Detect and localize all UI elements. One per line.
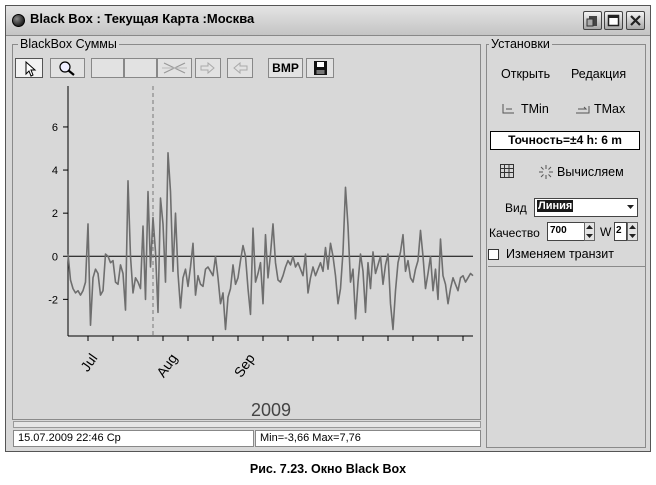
transit-label: Изменяем транзит (506, 247, 614, 261)
figure-caption: Рис. 7.23. Окно Black Box (249, 462, 407, 476)
chart-group-title: BlackBox Суммы (18, 37, 119, 51)
sun-burst-icon (539, 165, 553, 179)
arrow-right-icon (200, 61, 215, 75)
settings-group-title: Установки (489, 37, 552, 51)
quality-stepper[interactable] (584, 222, 595, 241)
x-year-label: 2009 (251, 400, 291, 420)
close-button[interactable] (626, 11, 645, 30)
x-month-label: Aug (153, 351, 180, 381)
quality-label: Качество (489, 226, 540, 240)
status-datetime: 15.07.2009 22:46 Ср (13, 430, 254, 447)
quality-input[interactable]: 700 (547, 222, 585, 241)
chart-group (12, 44, 481, 420)
w-stepper[interactable] (627, 222, 638, 241)
y-tick-label: 2 (52, 208, 58, 220)
series-line (67, 152, 474, 331)
app-icon (12, 14, 25, 27)
x-month-label: Jul (77, 351, 100, 375)
restore-icon (586, 16, 597, 27)
bmp-export-button[interactable]: BMP (268, 58, 303, 78)
accuracy-display: Точность=±4 h: 6 m (490, 131, 640, 150)
back-tool-button[interactable] (227, 58, 253, 78)
tmin-button[interactable]: TMin (499, 101, 563, 118)
sum-chart: 6 4 2 0 -2 Jul Aug Sep 2009 (48, 86, 474, 420)
divider (488, 266, 645, 267)
compute-button[interactable]: Вычисляем (538, 162, 638, 182)
select-tool-button[interactable] (15, 58, 43, 78)
y-tick-label: 6 (52, 122, 58, 134)
chevron-down-icon (627, 205, 634, 209)
horizontal-scrollbar[interactable] (13, 421, 481, 428)
arrow-left-icon (233, 61, 248, 75)
stepper-arrows-icon (629, 225, 636, 238)
transit-checkbox[interactable] (488, 249, 499, 260)
zoom-tool-button[interactable] (50, 58, 85, 78)
compute-label: Вычисляем (557, 165, 624, 179)
tmax-label: TMax (594, 102, 626, 116)
w-input[interactable]: 2 (614, 222, 627, 241)
title-bar[interactable] (6, 6, 650, 36)
grid-table-icon[interactable] (499, 163, 515, 179)
tmax-button[interactable]: TMax (573, 101, 639, 118)
y-tick-label: -2 (48, 294, 58, 306)
open-button[interactable]: Открыть (501, 67, 551, 81)
pointer-icon (25, 60, 37, 77)
floppy-disk-icon (314, 61, 327, 75)
view-select-value: Линия (537, 200, 574, 212)
restore-button[interactable] (583, 11, 602, 30)
settings-group (486, 44, 646, 448)
view-select[interactable]: Линия (534, 198, 638, 217)
status-minmax: Min=-3,66 Max=7,76 (255, 430, 481, 447)
app-window (5, 5, 651, 452)
view-label: Вид (505, 201, 527, 215)
maximize-button[interactable] (604, 11, 623, 30)
scissors-tool-button[interactable] (157, 58, 192, 78)
tmin-icon (502, 104, 514, 114)
tmax-icon (576, 106, 590, 114)
maximize-icon (607, 14, 620, 27)
forward-tool-button[interactable] (195, 58, 221, 78)
scissors-icon (162, 62, 187, 74)
blank-tool-button-1[interactable] (91, 58, 124, 78)
magnifier-icon (59, 61, 75, 76)
close-icon (630, 15, 641, 26)
stepper-arrows-icon (586, 225, 593, 238)
y-tick-label: 0 (52, 251, 58, 263)
y-tick-label: 4 (52, 165, 58, 177)
window-title: Black Box : Текущая Карта :Москва (30, 11, 255, 26)
x-month-label: Sep (231, 350, 259, 380)
tmin-label: TMin (521, 102, 549, 116)
w-label: W (600, 225, 612, 239)
save-button[interactable] (306, 58, 334, 78)
blank-tool-button-2[interactable] (124, 58, 157, 78)
edit-button[interactable]: Редакция (571, 67, 627, 81)
